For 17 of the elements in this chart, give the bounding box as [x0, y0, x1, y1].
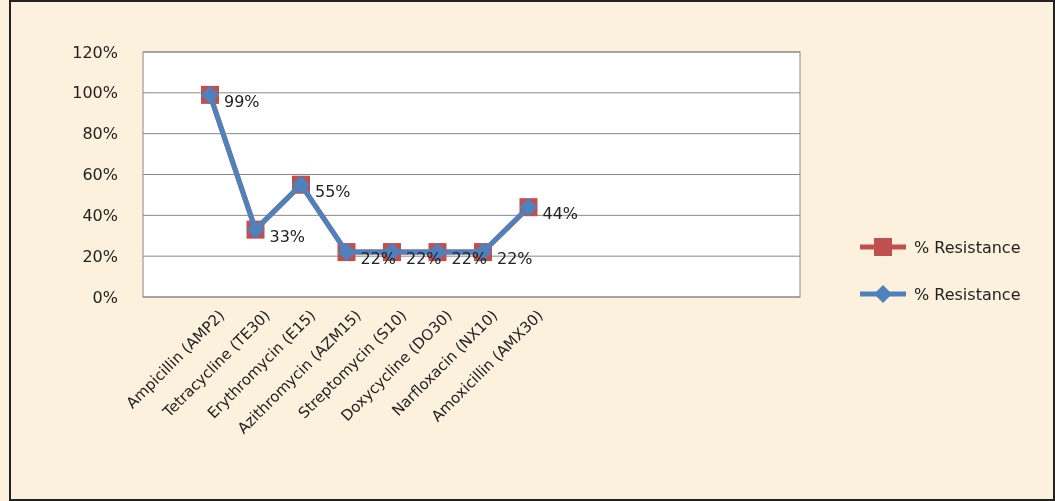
data-label: 22%: [451, 249, 488, 269]
y-tick-label: 0%: [92, 287, 118, 307]
data-label: 99%: [224, 91, 260, 111]
y-tick-label: 120%: [72, 42, 118, 62]
y-tick-label: 60%: [82, 165, 118, 185]
data-label: 55%: [315, 181, 351, 201]
y-tick-label: 100%: [72, 83, 118, 103]
data-label: 22%: [406, 249, 442, 269]
y-tick-label: 80%: [82, 124, 118, 144]
data-label: 22%: [497, 249, 533, 269]
y-tick-label: 40%: [82, 205, 118, 225]
y-tick-label: 20%: [82, 246, 118, 266]
legend-label: % Resistance: [914, 237, 1021, 257]
data-label: 44%: [542, 204, 579, 224]
data-label: 22%: [360, 249, 397, 269]
legend-label: % Resistance: [914, 284, 1021, 304]
data-label: 33%: [269, 226, 306, 246]
